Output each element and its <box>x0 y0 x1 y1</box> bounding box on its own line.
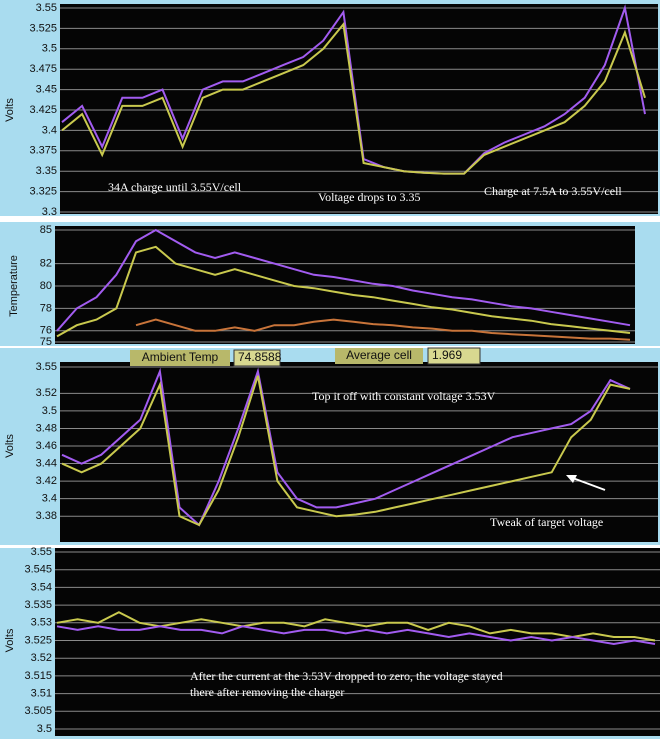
y-axis-label: Volts <box>4 98 16 122</box>
y-tick-label: 3.425 <box>29 104 57 116</box>
data-line <box>61 367 631 527</box>
plot-area <box>55 226 635 344</box>
y-tick-label: 3.48 <box>36 422 57 434</box>
y-tick-label: 3.4 <box>42 124 57 136</box>
y-tick-label: 3.55 <box>36 361 57 373</box>
data-line <box>56 228 631 332</box>
y-tick-label: 3.55 <box>36 2 57 14</box>
readout-value: 74.8588 <box>238 350 282 364</box>
y-tick-label: 80 <box>40 280 52 292</box>
y-tick-label: 3.46 <box>36 440 57 452</box>
annotation: 34A charge until 3.55V/cell <box>108 180 242 194</box>
y-tick-label: 3.3 <box>42 206 57 218</box>
data-line <box>61 375 631 527</box>
annotation: After the current at the 3.53V dropped t… <box>190 669 503 683</box>
readout-value-box <box>233 349 281 367</box>
data-line <box>56 245 631 338</box>
y-tick-label: 3.44 <box>36 457 57 469</box>
y-tick-label: 3.5 <box>42 43 57 55</box>
y-tick-label: 3.525 <box>29 22 57 34</box>
y-tick-label: 3.53 <box>31 617 52 629</box>
y-tick-label: 3.54 <box>31 581 52 593</box>
y-tick-label: 3.515 <box>24 670 52 682</box>
panel-separator <box>0 216 660 222</box>
y-tick-label: 3.55 <box>31 546 52 558</box>
y-tick-label: 82 <box>40 258 52 270</box>
data-line <box>135 318 631 341</box>
y-tick-label: 3.475 <box>29 63 57 75</box>
y-tick-label: 3.52 <box>31 652 52 664</box>
y-tick-label: 3.505 <box>24 705 52 717</box>
readout-value: 1.969 <box>432 348 462 362</box>
y-tick-label: 3.51 <box>31 688 52 700</box>
readout-label-box <box>130 350 230 366</box>
annotation: Voltage drops to 3.35 <box>318 190 420 204</box>
annotation: there after removing the charger <box>190 685 344 699</box>
y-tick-label: 3.535 <box>24 599 52 611</box>
arrow-shaft <box>569 476 606 491</box>
readout-label: Average cell <box>346 348 412 362</box>
y-tick-label: 75 <box>40 336 52 348</box>
plot-area <box>60 362 658 542</box>
y-tick-label: 3.5 <box>37 723 52 735</box>
y-tick-label: 3.35 <box>36 165 57 177</box>
y-tick-label: 3.4 <box>42 493 57 505</box>
y-axis-label: Volts <box>4 628 16 652</box>
y-tick-label: 3.45 <box>36 84 57 96</box>
y-tick-label: 3.52 <box>36 387 57 399</box>
annotation: Charge at 7.5A to 3.55V/cell <box>484 184 622 198</box>
annotation: Tweak of target voltage <box>490 515 603 529</box>
y-tick-label: 85 <box>40 224 52 236</box>
y-axis-label: Volts <box>4 434 16 458</box>
y-tick-label: 3.38 <box>36 510 57 522</box>
annotation: Top it off with constant voltage 3.53V <box>312 389 496 403</box>
data-line <box>61 21 646 175</box>
arrow-head <box>566 475 577 483</box>
y-tick-label: 3.42 <box>36 475 57 487</box>
plot-area <box>60 4 658 214</box>
readout-label: Ambient Temp <box>142 350 219 364</box>
y-tick-label: 3.545 <box>24 564 52 576</box>
readout-label-box <box>335 348 423 364</box>
plot-area <box>55 548 660 736</box>
data-line <box>61 4 646 175</box>
y-tick-label: 76 <box>40 325 52 337</box>
y-tick-label: 3.525 <box>24 634 52 646</box>
data-line <box>56 611 656 642</box>
y-tick-label: 3.325 <box>29 186 57 198</box>
y-tick-label: 3.5 <box>42 405 57 417</box>
data-line <box>56 625 656 646</box>
y-tick-label: 78 <box>40 302 52 314</box>
readout-value-box <box>427 347 481 365</box>
y-tick-label: 3.375 <box>29 145 57 157</box>
y-axis-label: Temperature <box>8 255 20 317</box>
